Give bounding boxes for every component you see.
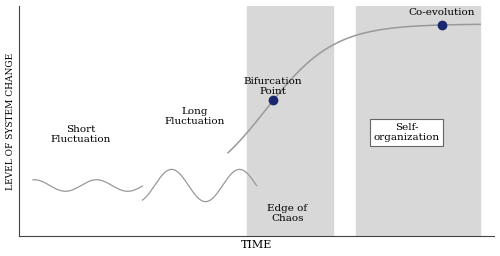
Text: Long
Fluctuation: Long Fluctuation (164, 106, 225, 126)
Text: Bifurcation
Point: Bifurcation Point (244, 77, 302, 96)
Y-axis label: LEVEL OF SYSTEM CHANGE: LEVEL OF SYSTEM CHANGE (6, 52, 15, 189)
Bar (247, 6, 332, 236)
Text: Short
Fluctuation: Short Fluctuation (50, 125, 111, 144)
Text: Self-
organization: Self- organization (374, 123, 440, 142)
Text: Co-evolution: Co-evolution (409, 8, 476, 17)
Bar (356, 6, 480, 236)
Text: Edge of
Chaos: Edge of Chaos (268, 204, 308, 223)
X-axis label: TIME: TIME (241, 240, 272, 250)
